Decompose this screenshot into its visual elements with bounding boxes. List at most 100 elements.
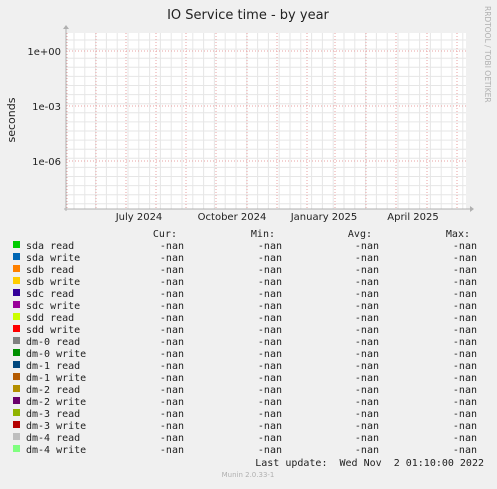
legend-value-cur: -nan xyxy=(160,373,184,384)
legend-value-cur: -nan xyxy=(160,265,184,276)
chart-title: IO Service time - by year xyxy=(167,8,329,23)
legend-header-avg: Avg: xyxy=(348,229,372,240)
legend-series-name: sda write xyxy=(26,253,80,264)
legend-value-min: -nan xyxy=(258,277,282,288)
y-tick-labels: 1e+00 1e-03 1e-06 xyxy=(27,47,61,168)
legend-series-name: dm-3 write xyxy=(26,421,86,432)
legend: Cur: Min: Avg: Max:sda read -nan -nan -nan -nan… xyxy=(13,229,477,456)
legend-value-max: -nan xyxy=(453,265,477,276)
legend-value-max: -nan xyxy=(453,349,477,360)
legend-value-min: -nan xyxy=(258,409,282,420)
legend-swatch xyxy=(13,361,20,368)
legend-series-name: dm-3 read xyxy=(26,409,80,420)
x-tick-label: April 2025 xyxy=(387,212,438,223)
legend-value-max: -nan xyxy=(453,289,477,300)
legend-value-cur: -nan xyxy=(160,349,184,360)
legend-swatch xyxy=(13,301,20,308)
legend-series-name: dm-0 read xyxy=(26,337,80,348)
x-axis-arrow xyxy=(470,206,474,212)
legend-value-max: -nan xyxy=(453,373,477,384)
legend-swatch xyxy=(13,349,20,356)
legend-value-min: -nan xyxy=(258,241,282,252)
last-update: Last update: Wed Nov 2 01:10:00 2022 xyxy=(255,458,484,469)
rrdtool-watermark: RRDTOOL / TOBI OETIKER xyxy=(483,6,492,103)
y-axis-arrow xyxy=(63,25,69,29)
legend-swatch xyxy=(13,325,20,332)
legend-series-name: sdc write xyxy=(26,301,80,312)
minor-grid xyxy=(66,33,466,209)
legend-value-cur: -nan xyxy=(160,241,184,252)
legend-value-max: -nan xyxy=(453,253,477,264)
legend-value-avg: -nan xyxy=(355,373,379,384)
legend-value-cur: -nan xyxy=(160,385,184,396)
legend-value-cur: -nan xyxy=(160,433,184,444)
legend-value-cur: -nan xyxy=(160,361,184,372)
legend-value-cur: -nan xyxy=(160,397,184,408)
legend-value-cur: -nan xyxy=(160,289,184,300)
legend-value-cur: -nan xyxy=(160,421,184,432)
legend-value-max: -nan xyxy=(453,301,477,312)
legend-value-avg: -nan xyxy=(355,421,379,432)
legend-value-avg: -nan xyxy=(355,289,379,300)
legend-value-avg: -nan xyxy=(355,361,379,372)
x-tick-label: July 2024 xyxy=(115,212,163,223)
legend-series-name: sdc read xyxy=(26,289,74,300)
legend-value-avg: -nan xyxy=(355,301,379,312)
plot-area xyxy=(66,33,466,209)
legend-value-min: -nan xyxy=(258,421,282,432)
x-tick-label: October 2024 xyxy=(198,212,267,223)
legend-series-name: dm-1 write xyxy=(26,373,86,384)
legend-value-min: -nan xyxy=(258,325,282,336)
legend-value-avg: -nan xyxy=(355,241,379,252)
legend-swatch xyxy=(13,385,20,392)
legend-value-max: -nan xyxy=(453,433,477,444)
x-tick-labels: July 2024 October 2024 January 2025 April 2… xyxy=(115,212,439,223)
axes xyxy=(63,25,474,212)
legend-value-avg: -nan xyxy=(355,253,379,264)
legend-series-name: dm-4 read xyxy=(26,433,80,444)
legend-swatch xyxy=(13,373,20,380)
legend-value-max: -nan xyxy=(453,337,477,348)
legend-value-cur: -nan xyxy=(160,313,184,324)
legend-value-cur: -nan xyxy=(160,325,184,336)
legend-value-min: -nan xyxy=(258,265,282,276)
legend-value-max: -nan xyxy=(453,385,477,396)
legend-value-max: -nan xyxy=(453,325,477,336)
legend-series-name: dm-2 read xyxy=(26,385,80,396)
legend-series-name: dm-1 read xyxy=(26,361,80,372)
legend-swatch xyxy=(13,337,20,344)
legend-value-avg: -nan xyxy=(355,349,379,360)
legend-value-max: -nan xyxy=(453,277,477,288)
legend-value-cur: -nan xyxy=(160,409,184,420)
legend-swatch xyxy=(13,445,20,452)
legend-series-name: dm-0 write xyxy=(26,349,86,360)
legend-value-avg: -nan xyxy=(355,445,379,456)
legend-value-min: -nan xyxy=(258,433,282,444)
legend-header-cur: Cur: xyxy=(153,229,177,240)
legend-value-min: -nan xyxy=(258,385,282,396)
legend-series-name: sdb write xyxy=(26,277,80,288)
y-tick-label: 1e-06 xyxy=(32,157,61,168)
legend-value-avg: -nan xyxy=(355,265,379,276)
legend-series-name: dm-4 write xyxy=(26,445,86,456)
legend-value-min: -nan xyxy=(258,313,282,324)
legend-swatch xyxy=(13,433,20,440)
legend-value-cur: -nan xyxy=(160,301,184,312)
legend-value-min: -nan xyxy=(258,337,282,348)
legend-swatch xyxy=(13,253,20,260)
legend-value-min: -nan xyxy=(258,289,282,300)
legend-value-min: -nan xyxy=(258,301,282,312)
legend-value-cur: -nan xyxy=(160,253,184,264)
legend-series-name: sdd write xyxy=(26,325,80,336)
legend-swatch xyxy=(13,397,20,404)
legend-value-avg: -nan xyxy=(355,409,379,420)
legend-value-min: -nan xyxy=(258,445,282,456)
y-axis-label: seconds xyxy=(5,97,18,142)
legend-value-min: -nan xyxy=(258,349,282,360)
legend-value-min: -nan xyxy=(258,373,282,384)
legend-swatch xyxy=(13,289,20,296)
legend-value-avg: -nan xyxy=(355,325,379,336)
legend-value-max: -nan xyxy=(453,241,477,252)
